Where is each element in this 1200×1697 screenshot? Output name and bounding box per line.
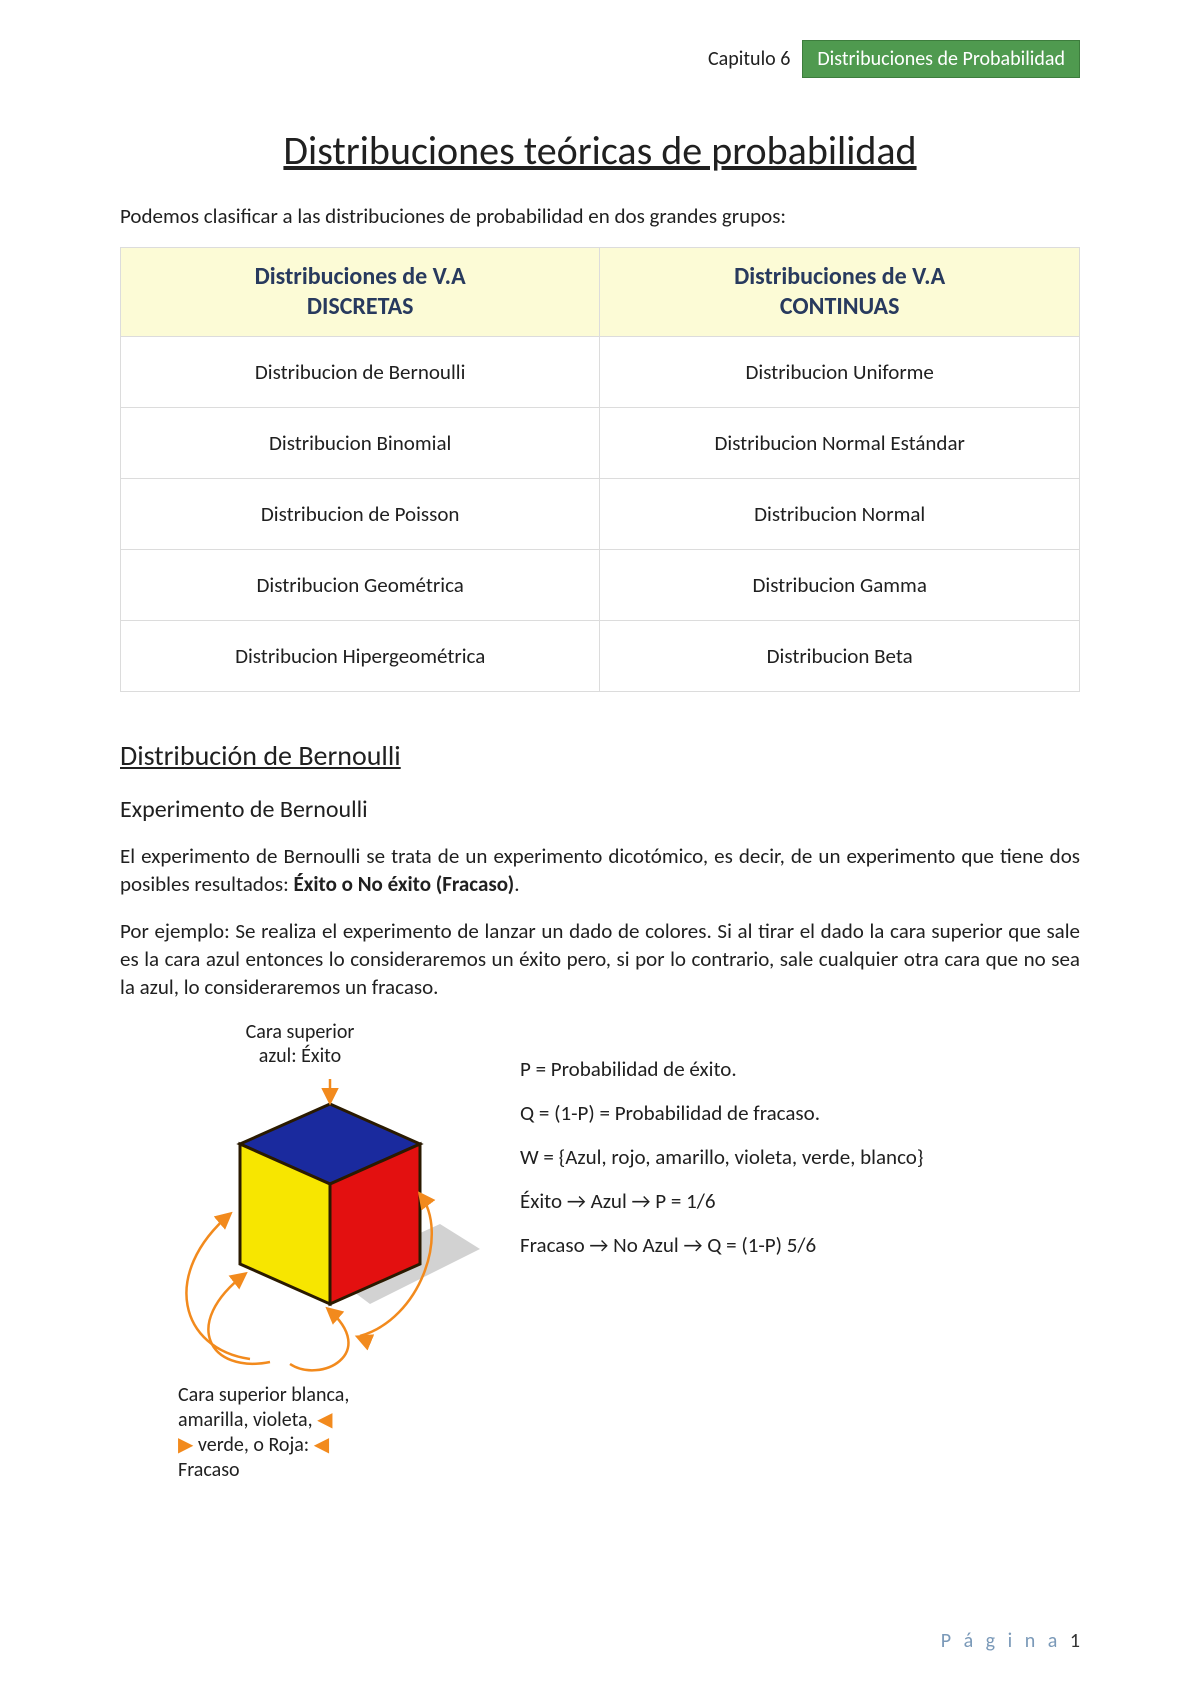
- cube-diagram: [120, 1074, 480, 1374]
- table-row: Distribucion de Bernoulli Distribucion U…: [121, 337, 1080, 408]
- fig-top-l1: Cara superior: [246, 1020, 355, 1044]
- distributions-table: Distribuciones de V.A DISCRETAS Distribu…: [120, 247, 1080, 692]
- table-cell: Distribucion Normal Estándar: [600, 408, 1080, 479]
- left-arrow-icon: ◀: [317, 1408, 332, 1433]
- page-header: Capitulo 6 Distribuciones de Probabilida…: [120, 40, 1080, 78]
- arrow-loop-3-icon: [290, 1309, 348, 1370]
- table-cell: Distribucion Hipergeométrica: [121, 621, 600, 692]
- intro-text: Podemos clasificar a las distribuciones …: [120, 203, 1080, 229]
- th-line: DISCRETAS: [307, 292, 414, 321]
- table-row: Distribucion Binomial Distribucion Norma…: [121, 408, 1080, 479]
- formula-fracaso: Fracaso → No Azul → Q = (1-P) 5/6: [520, 1232, 1080, 1258]
- formula-q: Q = (1-P) = Probabilidad de fracaso.: [520, 1100, 1080, 1126]
- table-row: Distribucion de Poisson Distribucion Nor…: [121, 479, 1080, 550]
- figure-top-label: Cara superior azul: Éxito: [120, 1020, 480, 1068]
- p1-run-c: .: [514, 871, 519, 897]
- table-cell: Distribucion Geométrica: [121, 550, 600, 621]
- table-cell: Distribucion Normal: [600, 479, 1080, 550]
- paragraph-1: El experimento de Bernoulli se trata de …: [120, 842, 1080, 899]
- chapter-title-bar: Distribuciones de Probabilidad: [802, 40, 1080, 78]
- table-row: Distribucion Geométrica Distribucion Gam…: [121, 550, 1080, 621]
- footer-page-number: 1: [1070, 1629, 1080, 1653]
- fig-bot-l2: amarilla, violeta,: [178, 1408, 313, 1432]
- table-cell: Distribucion Beta: [600, 621, 1080, 692]
- table-cell: Distribucion Gamma: [600, 550, 1080, 621]
- section-subheading-experiment: Experimento de Bernoulli: [120, 795, 1080, 824]
- figure-and-formulas: Cara superior azul: Éxito: [120, 1020, 1080, 1483]
- table-body: Distribucion de Bernoulli Distribucion U…: [121, 337, 1080, 692]
- fig-bot-l1: Cara superior blanca,: [178, 1383, 349, 1407]
- th-line: CONTINUAS: [780, 292, 900, 321]
- th-line: Distribuciones de V.A: [734, 262, 945, 291]
- paragraph-2: Por ejemplo: Se realiza el experimento d…: [120, 917, 1080, 1002]
- table-row: Distribucion Hipergeométrica Distribucio…: [121, 621, 1080, 692]
- table-cell: Distribucion de Poisson: [121, 479, 600, 550]
- main-title: Distribuciones teóricas de probabilidad: [120, 126, 1080, 175]
- formula-exito: Éxito → Azul → P = 1/6: [520, 1188, 1080, 1214]
- table-cell: Distribucion de Bernoulli: [121, 337, 600, 408]
- fig-bot-l4: Fracaso: [178, 1458, 240, 1482]
- chapter-label: Capitulo 6: [708, 47, 790, 71]
- table-header-discretas: Distribuciones de V.A DISCRETAS: [121, 248, 600, 337]
- right-arrow-icon: ▶: [178, 1433, 193, 1458]
- figure-column: Cara superior azul: Éxito: [120, 1020, 480, 1483]
- p1-run-a: El experimento de Bernoulli se trata de …: [120, 843, 1080, 897]
- page-footer: P á g i n a 1: [941, 1629, 1080, 1653]
- section-heading-bernoulli: Distribución de Bernoulli: [120, 738, 1080, 773]
- arrow-loop-2-icon: [208, 1274, 270, 1364]
- figure-bottom-label: Cara superior blanca, amarilla, violeta,…: [120, 1383, 480, 1483]
- arrow-small-1-icon: [358, 1337, 370, 1342]
- left-arrow-icon: ◀: [314, 1433, 329, 1458]
- footer-label: P á g i n a: [941, 1629, 1070, 1653]
- formula-w: W = {Azul, rojo, amarillo, violeta, verd…: [520, 1144, 1080, 1170]
- table-cell: Distribucion Uniforme: [600, 337, 1080, 408]
- th-line: Distribuciones de V.A: [255, 262, 466, 291]
- formula-p: P = Probabilidad de éxito.: [520, 1056, 1080, 1082]
- formulas-column: P = Probabilidad de éxito. Q = (1-P) = P…: [520, 1020, 1080, 1276]
- table-cell: Distribucion Binomial: [121, 408, 600, 479]
- p1-run-bold: Éxito o No éxito (Fracaso): [294, 871, 515, 897]
- table-header-continuas: Distribuciones de V.A CONTINUAS: [600, 248, 1080, 337]
- fig-bot-l3: verde, o Roja:: [198, 1433, 309, 1457]
- fig-top-l2: azul: Éxito: [259, 1044, 341, 1068]
